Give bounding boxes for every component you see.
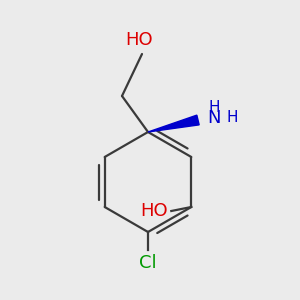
Text: HO: HO xyxy=(141,202,168,220)
Polygon shape xyxy=(148,115,199,132)
Text: Cl: Cl xyxy=(139,254,157,272)
Text: H: H xyxy=(208,100,220,116)
Text: N: N xyxy=(207,109,221,127)
Text: HO: HO xyxy=(125,31,153,49)
Text: H: H xyxy=(226,110,238,125)
